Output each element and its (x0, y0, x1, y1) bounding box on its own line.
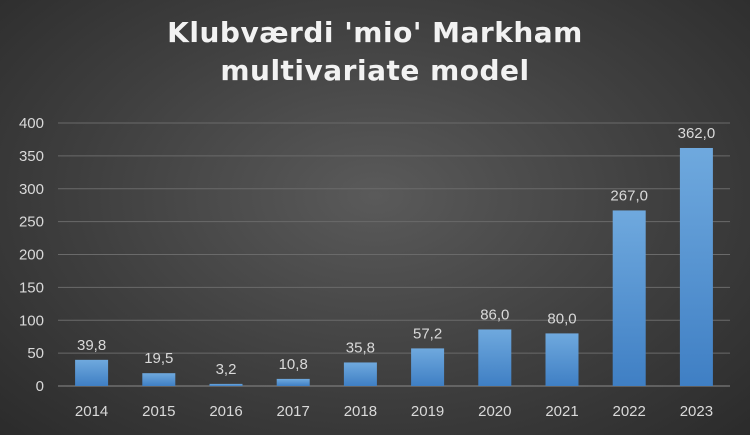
x-tick-label: 2023 (680, 403, 713, 420)
x-tick-label: 2022 (613, 403, 646, 420)
y-tick-label: 400 (19, 115, 44, 132)
y-tick-label: 300 (19, 181, 44, 198)
bar (478, 329, 512, 386)
bar (612, 210, 646, 386)
data-label: 19,5 (144, 350, 173, 367)
data-label: 86,0 (480, 306, 509, 323)
bar (209, 383, 243, 386)
data-label: 80,0 (547, 310, 576, 327)
data-label: 10,8 (279, 356, 308, 373)
y-tick-label: 200 (19, 247, 44, 264)
data-label: 362,0 (678, 125, 716, 142)
chart-title: Klubværdi 'mio' Markham multivariate mod… (0, 14, 750, 90)
y-tick-label: 100 (19, 312, 44, 329)
y-tick-label: 350 (19, 148, 44, 165)
data-label: 35,8 (346, 339, 375, 356)
bar (679, 147, 713, 386)
chart-title-line-1: Klubværdi 'mio' Markham (167, 16, 583, 49)
y-tick-label: 50 (27, 345, 44, 362)
x-tick-label: 2017 (277, 403, 310, 420)
x-tick-label: 2015 (142, 403, 175, 420)
x-tick-label: 2019 (411, 403, 444, 420)
data-label: 267,0 (610, 187, 648, 204)
x-tick-label: 2016 (209, 403, 242, 420)
x-tick-label: 2021 (545, 403, 578, 420)
x-tick-label: 2020 (478, 403, 511, 420)
bar (142, 373, 176, 386)
data-label: 39,8 (77, 337, 106, 354)
y-axis: 0 50 100 150 200 250 300 350 400 (19, 115, 44, 395)
chart-title-line-2: multivariate model (220, 54, 530, 87)
bar (276, 378, 310, 386)
bars (75, 147, 713, 386)
y-tick-label: 150 (19, 279, 44, 296)
bar (343, 362, 377, 386)
x-tick-label: 2014 (75, 403, 108, 420)
x-axis: 2014 2015 2016 2017 2018 2019 2020 2021 2022 2023 (75, 403, 713, 420)
x-tick-label: 2018 (344, 403, 377, 420)
data-label: 57,2 (413, 325, 442, 342)
y-tick-label: 0 (36, 378, 44, 395)
data-label: 3,2 (216, 361, 237, 378)
bar (411, 348, 445, 386)
y-tick-label: 250 (19, 214, 44, 231)
bar (545, 333, 579, 386)
data-labels: 39,8 19,5 3,2 10,8 35,8 57,2 86,0 80,0 267,0 362,… (77, 125, 715, 378)
bar (75, 359, 109, 386)
